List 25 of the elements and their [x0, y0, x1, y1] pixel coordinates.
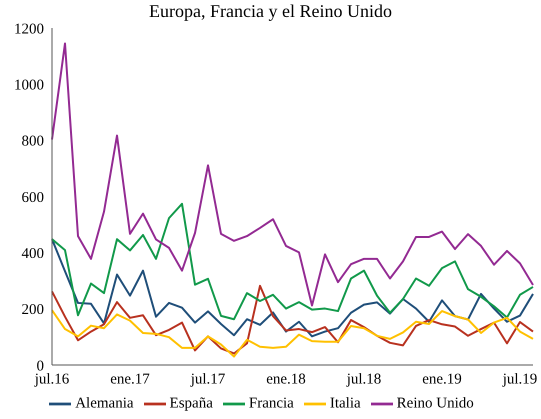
- line-series: [51, 42, 534, 306]
- legend-label: Francia: [248, 395, 294, 412]
- line-series: [51, 238, 534, 338]
- legend-label: Reino Unido: [396, 395, 474, 412]
- y-tick-label: 800: [22, 134, 44, 150]
- x-tick-label: jul.18: [346, 372, 382, 388]
- x-tick-label: jul.19: [502, 372, 538, 388]
- y-tick-label: 1000: [14, 77, 44, 94]
- line-series: [51, 202, 534, 320]
- y-tick-label: 400: [22, 246, 44, 262]
- chart-title: Europa, Francia y el Reino Unido: [148, 0, 393, 22]
- x-tick-label: ene.17: [110, 372, 150, 388]
- x-tick-label: ene.18: [266, 372, 306, 388]
- y-tick-label: 0: [36, 358, 44, 374]
- line-series: [51, 309, 534, 358]
- line-series: [51, 284, 534, 354]
- y-tick-label: 600: [22, 190, 44, 206]
- legend-label: Alemania: [75, 395, 134, 412]
- x-tick-label: jul.16: [34, 372, 70, 388]
- x-tick-label: ene.19: [422, 372, 462, 388]
- legend-label: Italia: [330, 395, 361, 412]
- y-tick-label: 200: [22, 302, 44, 318]
- legend-label: España: [170, 395, 213, 412]
- x-tick-label: jul.17: [190, 372, 226, 388]
- y-tick-label: 1200: [14, 21, 44, 38]
